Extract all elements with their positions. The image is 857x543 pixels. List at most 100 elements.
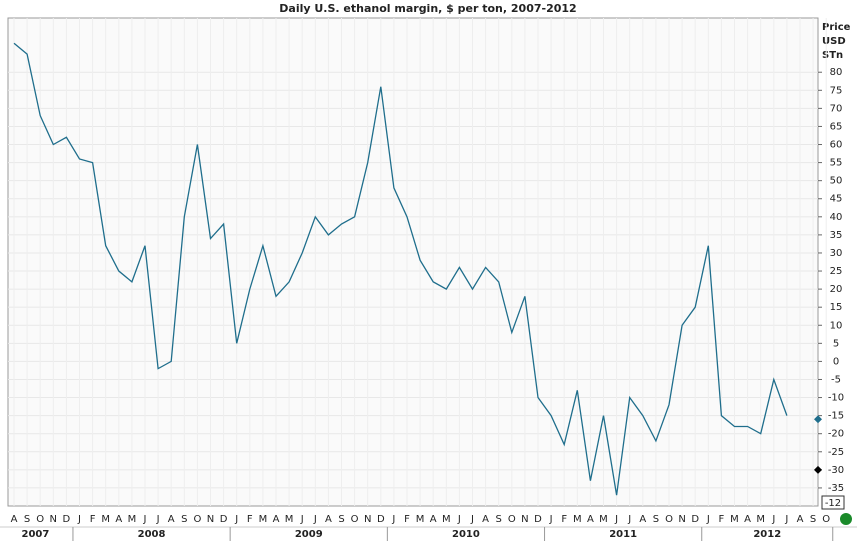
year-label: 2010 bbox=[452, 529, 480, 540]
y-tick-label: -10 bbox=[828, 393, 844, 404]
price-marker bbox=[814, 415, 822, 424]
x-tick-label: N bbox=[364, 514, 371, 525]
x-tick-label: J bbox=[627, 514, 631, 525]
x-tick-label: A bbox=[11, 514, 18, 525]
y-tick-label: -5 bbox=[831, 374, 841, 385]
y-tick-label: 20 bbox=[830, 284, 843, 295]
last-value-label: -12 bbox=[825, 498, 841, 509]
y-tick-label: 80 bbox=[830, 67, 843, 78]
year-label: 2012 bbox=[753, 529, 781, 540]
y-tick-label: 0 bbox=[833, 356, 839, 367]
y-tick-label: 30 bbox=[830, 248, 843, 259]
x-tick-label: A bbox=[639, 514, 646, 525]
x-tick-label: J bbox=[234, 514, 238, 525]
y-tick-label: 55 bbox=[830, 158, 843, 169]
x-tick-label: N bbox=[521, 514, 528, 525]
x-tick-label: J bbox=[143, 514, 147, 525]
x-tick-label: F bbox=[719, 514, 725, 525]
y-tick-label: 45 bbox=[830, 194, 843, 205]
x-tick-label: S bbox=[338, 514, 344, 525]
x-tick-label: S bbox=[810, 514, 816, 525]
x-tick-label: F bbox=[561, 514, 567, 525]
x-tick-label: J bbox=[614, 514, 618, 525]
x-tick-label: S bbox=[181, 514, 187, 525]
y-tick-label: 10 bbox=[830, 320, 843, 331]
x-tick-label: A bbox=[797, 514, 804, 525]
x-tick-label: J bbox=[706, 514, 710, 525]
last-value-box bbox=[821, 495, 845, 510]
x-tick-label: M bbox=[756, 514, 765, 525]
year-label: 2009 bbox=[295, 529, 323, 540]
x-tick-label: O bbox=[351, 514, 359, 525]
x-tick-label: D bbox=[534, 514, 542, 525]
x-tick-label: A bbox=[744, 514, 751, 525]
x-tick-label: M bbox=[730, 514, 739, 525]
x-tick-label: A bbox=[168, 514, 175, 525]
x-tick-label: J bbox=[300, 514, 304, 525]
y-tick-label: -35 bbox=[828, 483, 844, 494]
x-tick-label: J bbox=[470, 514, 474, 525]
plot-area bbox=[7, 17, 819, 507]
x-tick-label: J bbox=[784, 514, 788, 525]
y-axis-label: STn bbox=[822, 50, 843, 61]
chart-title: Daily U.S. ethanol margin, $ per ton, 20… bbox=[279, 2, 576, 15]
year-label: 2011 bbox=[609, 529, 637, 540]
x-tick-label: J bbox=[391, 514, 395, 525]
y-tick-label: -15 bbox=[828, 411, 844, 422]
x-tick-label: J bbox=[77, 514, 81, 525]
x-tick-label: M bbox=[599, 514, 608, 525]
data-line bbox=[13, 42, 788, 496]
y-tick-label: 75 bbox=[830, 85, 843, 96]
x-tick-label: M bbox=[259, 514, 268, 525]
x-tick-label: J bbox=[313, 514, 317, 525]
x-tick-label: F bbox=[90, 514, 96, 525]
x-tick-label: M bbox=[285, 514, 294, 525]
y-tick-label: 50 bbox=[830, 176, 843, 187]
x-tick-label: D bbox=[377, 514, 385, 525]
y-tick-label: 15 bbox=[830, 302, 843, 313]
year-label: 2007 bbox=[22, 529, 50, 540]
x-tick-label: D bbox=[220, 514, 228, 525]
x-tick-label: N bbox=[207, 514, 214, 525]
y-tick-label: 40 bbox=[830, 212, 843, 223]
x-tick-label: J bbox=[457, 514, 461, 525]
y-tick-label: 35 bbox=[830, 230, 843, 241]
y-tick-label: 65 bbox=[830, 121, 843, 132]
x-tick-label: A bbox=[325, 514, 332, 525]
y-tick-label: -30 bbox=[828, 465, 844, 476]
x-tick-label: N bbox=[678, 514, 685, 525]
x-tick-label: M bbox=[101, 514, 110, 525]
y-axis-label: Price bbox=[822, 22, 851, 33]
x-tick-label: O bbox=[36, 514, 44, 525]
x-tick-label: M bbox=[128, 514, 137, 525]
x-tick-label: M bbox=[573, 514, 582, 525]
y-tick-label: -20 bbox=[828, 429, 844, 440]
x-tick-label: N bbox=[50, 514, 57, 525]
x-tick-label: J bbox=[156, 514, 160, 525]
x-tick-label: O bbox=[508, 514, 516, 525]
x-tick-label: J bbox=[771, 514, 775, 525]
x-tick-label: M bbox=[416, 514, 425, 525]
x-tick-label: M bbox=[442, 514, 451, 525]
y-tick-label: 60 bbox=[830, 140, 843, 151]
x-tick-label: A bbox=[482, 514, 489, 525]
x-tick-label: S bbox=[653, 514, 659, 525]
x-tick-label: D bbox=[691, 514, 699, 525]
x-tick-label: A bbox=[273, 514, 280, 525]
x-tick-label: S bbox=[24, 514, 30, 525]
y-axis-label: USD bbox=[822, 36, 846, 47]
y-tick-label: 5 bbox=[833, 338, 839, 349]
x-tick-label: S bbox=[496, 514, 502, 525]
year-label: 2008 bbox=[138, 529, 166, 540]
x-tick-label: F bbox=[247, 514, 253, 525]
x-tick-label: O bbox=[822, 514, 830, 525]
x-tick-label: A bbox=[587, 514, 594, 525]
y-tick-label: -25 bbox=[828, 447, 844, 458]
x-tick-label: O bbox=[665, 514, 673, 525]
x-tick-label: A bbox=[115, 514, 122, 525]
y-tick-label: 70 bbox=[830, 103, 843, 114]
x-tick-label: J bbox=[549, 514, 553, 525]
x-tick-label: F bbox=[404, 514, 410, 525]
price-marker bbox=[814, 465, 822, 474]
